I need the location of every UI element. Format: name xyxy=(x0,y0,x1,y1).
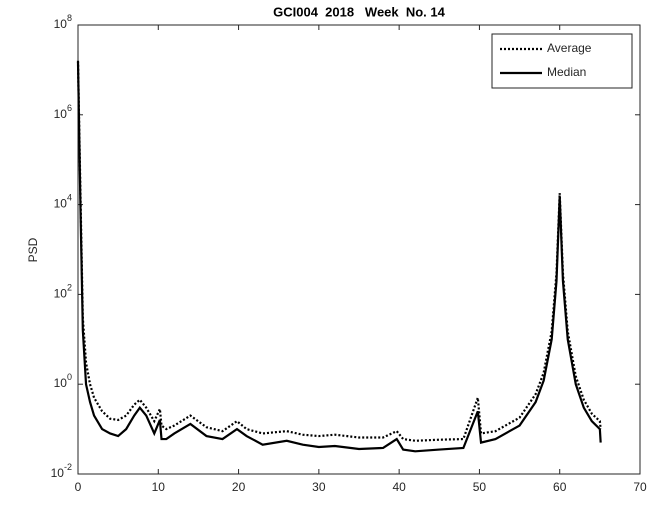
x-tick-label: 30 xyxy=(312,480,326,494)
x-tick-label: 0 xyxy=(75,480,82,494)
tick-exponent: 2 xyxy=(67,283,72,293)
y-tick-label: 106 xyxy=(54,103,72,121)
x-tick-label: 20 xyxy=(232,480,246,494)
tick-base: 10 xyxy=(54,107,68,121)
y-tick-label: 102 xyxy=(54,283,72,301)
tick-exponent: 4 xyxy=(67,193,72,203)
legend xyxy=(491,33,633,89)
y-tick-label: 100 xyxy=(54,373,72,391)
x-tick-label: 70 xyxy=(633,480,647,494)
tick-base: 10 xyxy=(51,466,65,480)
tick-exponent: 8 xyxy=(67,13,72,23)
tick-exponent: -2 xyxy=(64,462,72,472)
x-tick-label: 50 xyxy=(473,480,487,494)
tick-exponent: 6 xyxy=(67,103,72,113)
chart-title: GCI004 2018 Week No. 14 xyxy=(273,4,446,19)
legend-label: Median xyxy=(547,65,586,79)
tick-base: 10 xyxy=(54,17,68,31)
tick-base: 10 xyxy=(54,287,68,301)
y-tick-label: 108 xyxy=(54,13,72,31)
tick-base: 10 xyxy=(54,376,68,390)
tick-exponent: 0 xyxy=(67,373,72,383)
x-tick-label: 60 xyxy=(553,480,567,494)
x-tick-label: 40 xyxy=(392,480,406,494)
plot-area xyxy=(77,24,641,475)
tick-base: 10 xyxy=(54,197,68,211)
y-axis-label: PSD xyxy=(26,237,40,262)
series-line xyxy=(76,61,602,453)
y-tick-label: 10-2 xyxy=(51,462,72,480)
legend-label: Average xyxy=(547,41,592,55)
x-tick-label: 10 xyxy=(152,480,166,494)
y-tick-label: 104 xyxy=(54,193,72,211)
